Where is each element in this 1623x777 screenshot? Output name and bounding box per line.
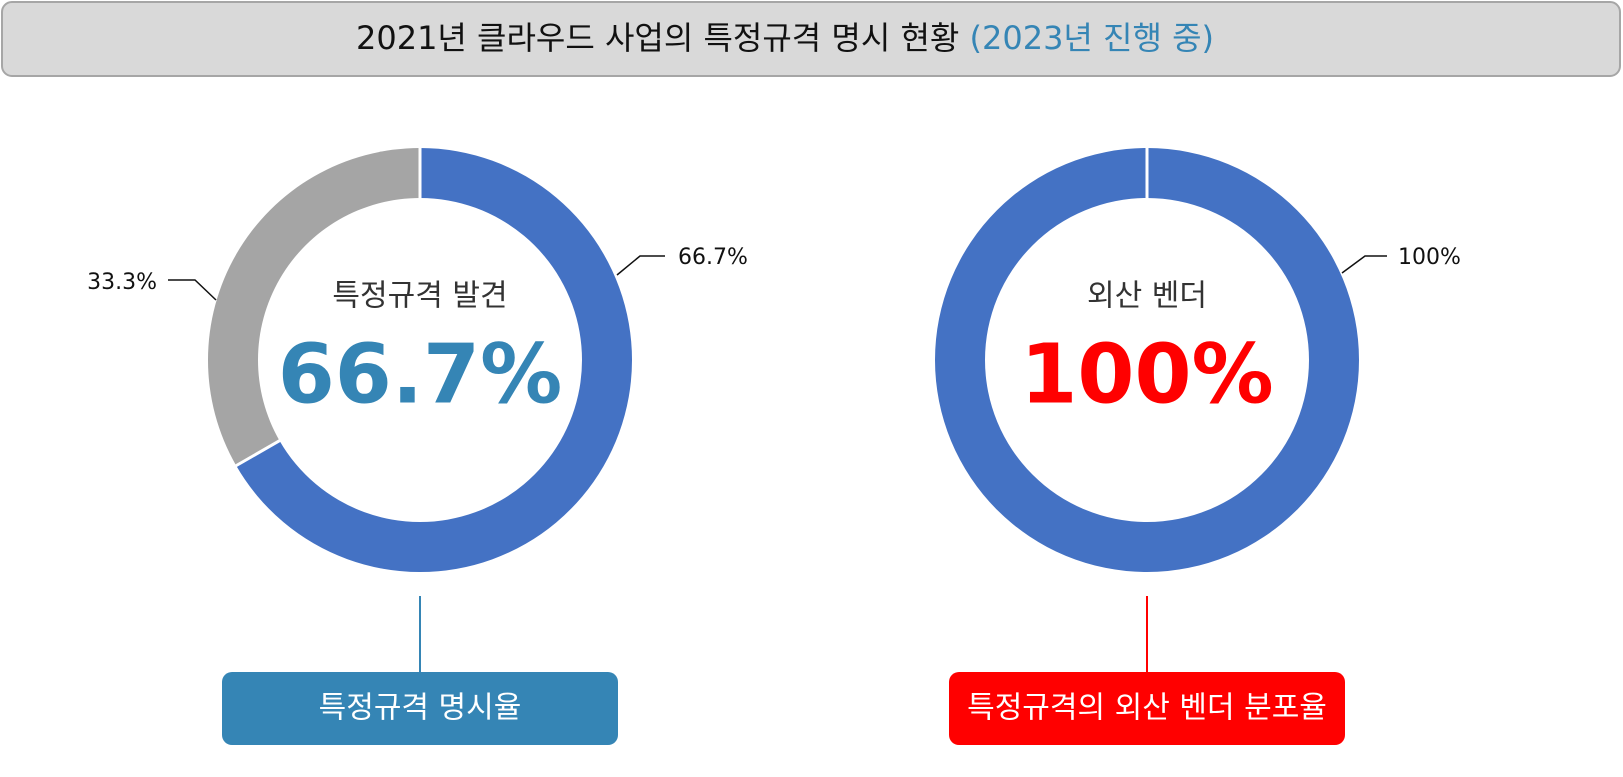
data-label: 66.7% [678, 245, 748, 270]
donut-slice [207, 148, 420, 466]
data-label: 33.3% [87, 270, 157, 295]
caption-box [949, 672, 1345, 745]
header-subtitle: (2023년 진행 중) [970, 19, 1215, 57]
header-text: 2021년 클라우드 사업의 특정규격 명시 현황 (2023년 진행 중) [356, 19, 1214, 57]
header-box [1, 1, 1621, 77]
leader-line [168, 279, 217, 301]
header-title: 2021년 클라우드 사업의 특정규격 명시 현황 [356, 19, 959, 57]
caption-box [222, 672, 618, 745]
caption-text: 특정규격 명시율 [319, 691, 522, 726]
leader-line [616, 255, 665, 276]
leader-line [1341, 255, 1387, 274]
center-title: 외산 벤더 [1087, 279, 1207, 314]
center-title: 특정규격 발견 [332, 279, 507, 314]
slice-separator [234, 438, 282, 468]
center-value: 100% [1020, 327, 1273, 422]
center-value: 66.7% [278, 327, 562, 422]
data-label: 100% [1398, 245, 1461, 270]
caption-text: 특정규격의 외산 벤더 분포율 [967, 691, 1327, 726]
